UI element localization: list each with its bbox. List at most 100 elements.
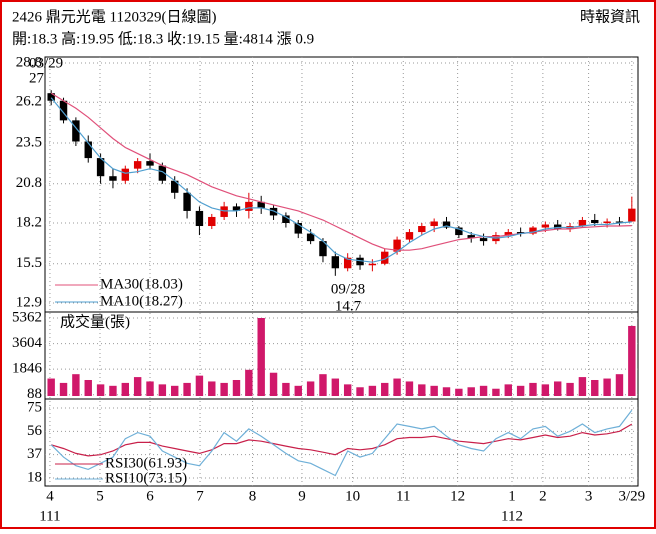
candle-body [430, 221, 438, 227]
candle-body [133, 161, 142, 169]
volume-bar [442, 387, 451, 396]
y-tick-label: 1846 [12, 361, 43, 377]
volume-bar [331, 378, 340, 396]
volume-bar [220, 382, 228, 396]
plot-frame [44, 56, 639, 487]
volume-bar [158, 384, 167, 396]
y-tick-label: 15.5 [16, 255, 42, 271]
volume-bar [603, 378, 611, 396]
y-tick-label: 23.5 [16, 134, 42, 150]
x-tick-label: 5 [96, 488, 104, 504]
ma-line [50, 97, 632, 263]
candle-body [356, 257, 364, 266]
annotation: 09/28 [331, 281, 365, 297]
candle-body [183, 192, 191, 211]
candle-body [529, 227, 537, 234]
candle-body [158, 165, 167, 181]
volume-bar [72, 374, 80, 396]
volume-bar [96, 384, 105, 396]
y-tick-label: 26.2 [16, 94, 42, 110]
volume-bar [504, 384, 512, 396]
candle-body [269, 207, 278, 216]
volume-bar [245, 369, 253, 396]
candle-body [615, 221, 624, 223]
candle-body [282, 215, 290, 223]
y-tick-label: 20.8 [16, 175, 42, 191]
candle-body [578, 219, 587, 227]
quote: 開:18.3 高:19.95 低:18.3 收:19.15 量:4814 漲 0… [12, 30, 314, 47]
volume-bar [455, 388, 463, 396]
volume-bar [529, 382, 537, 396]
candle-body [455, 227, 463, 236]
rsi-line [50, 409, 633, 477]
volume-bar [430, 385, 438, 396]
rsi-line [51, 423, 633, 457]
candle-body [381, 251, 389, 264]
volume-bar [84, 379, 92, 396]
x-tick-label: 3/29 [618, 488, 645, 504]
candle-body [146, 161, 154, 166]
x-tick-label: 1 [508, 488, 516, 504]
candle-body [171, 180, 179, 193]
annotation: 14.7 [335, 298, 362, 314]
year-label: 112 [501, 508, 523, 524]
candle-body [628, 208, 636, 222]
volume-bar [553, 381, 562, 396]
x-tick-label: 10 [345, 488, 360, 504]
candle-body [96, 158, 105, 177]
candle-body [47, 93, 55, 101]
y-tick-label: 12.9 [16, 294, 42, 310]
y-tick-label: 5362 [12, 309, 42, 325]
volume-bar [133, 377, 142, 396]
volume-bar [47, 378, 55, 396]
x-tick-label: 7 [196, 488, 204, 504]
volume-bar [59, 382, 68, 396]
x-tick-label: 4 [46, 488, 54, 504]
volume-bar [208, 381, 216, 396]
candle-body [84, 141, 92, 159]
candle-body [541, 224, 550, 228]
candle-body [591, 219, 599, 223]
x-tick-label: 8 [249, 488, 257, 504]
y-tick-label: 3604 [12, 335, 43, 351]
x-tick-label: 2 [539, 488, 547, 504]
source: 時報資訊 [580, 8, 640, 25]
volume-bar [516, 385, 525, 396]
legend-label: MA30(18.03) [100, 276, 183, 292]
volume-bar [368, 385, 377, 396]
volume-bar [146, 381, 154, 396]
y-tick-label: 28.8 [16, 54, 42, 70]
chart-title: 2426 鼎元光電 1120329(日線圖) [12, 8, 216, 25]
year-label: 111 [39, 508, 60, 524]
volume-bar [591, 379, 599, 396]
legend-label: RSI10(73.15) [105, 470, 187, 486]
candle-body [368, 263, 377, 266]
y-tick-label: 18 [27, 469, 42, 485]
candle-body [306, 233, 315, 242]
candle-body [331, 256, 340, 269]
volume-bar [566, 382, 574, 396]
candle-body [245, 201, 253, 211]
y-tick-label: 18.2 [16, 214, 42, 230]
candle-body [59, 100, 68, 121]
volume-bar [257, 318, 265, 396]
volume-bar [615, 374, 624, 396]
volume-bar [405, 381, 414, 396]
volume-title: 成交量(張) [60, 312, 130, 330]
volume-bar [467, 387, 475, 396]
volume-bar [492, 388, 500, 396]
volume-bar [381, 382, 389, 396]
volume-bar [319, 374, 327, 396]
candle-body [294, 223, 302, 234]
candle-body [343, 257, 352, 269]
candle-body [553, 224, 562, 230]
candle-body [418, 226, 426, 233]
volume-bar [294, 385, 302, 396]
y-tick-label: 56 [27, 423, 43, 439]
legend-label: MA10(18.27) [100, 293, 183, 309]
volume-bar [393, 378, 401, 396]
y-tick-label: 75 [27, 399, 42, 415]
volume-bar [306, 381, 315, 396]
